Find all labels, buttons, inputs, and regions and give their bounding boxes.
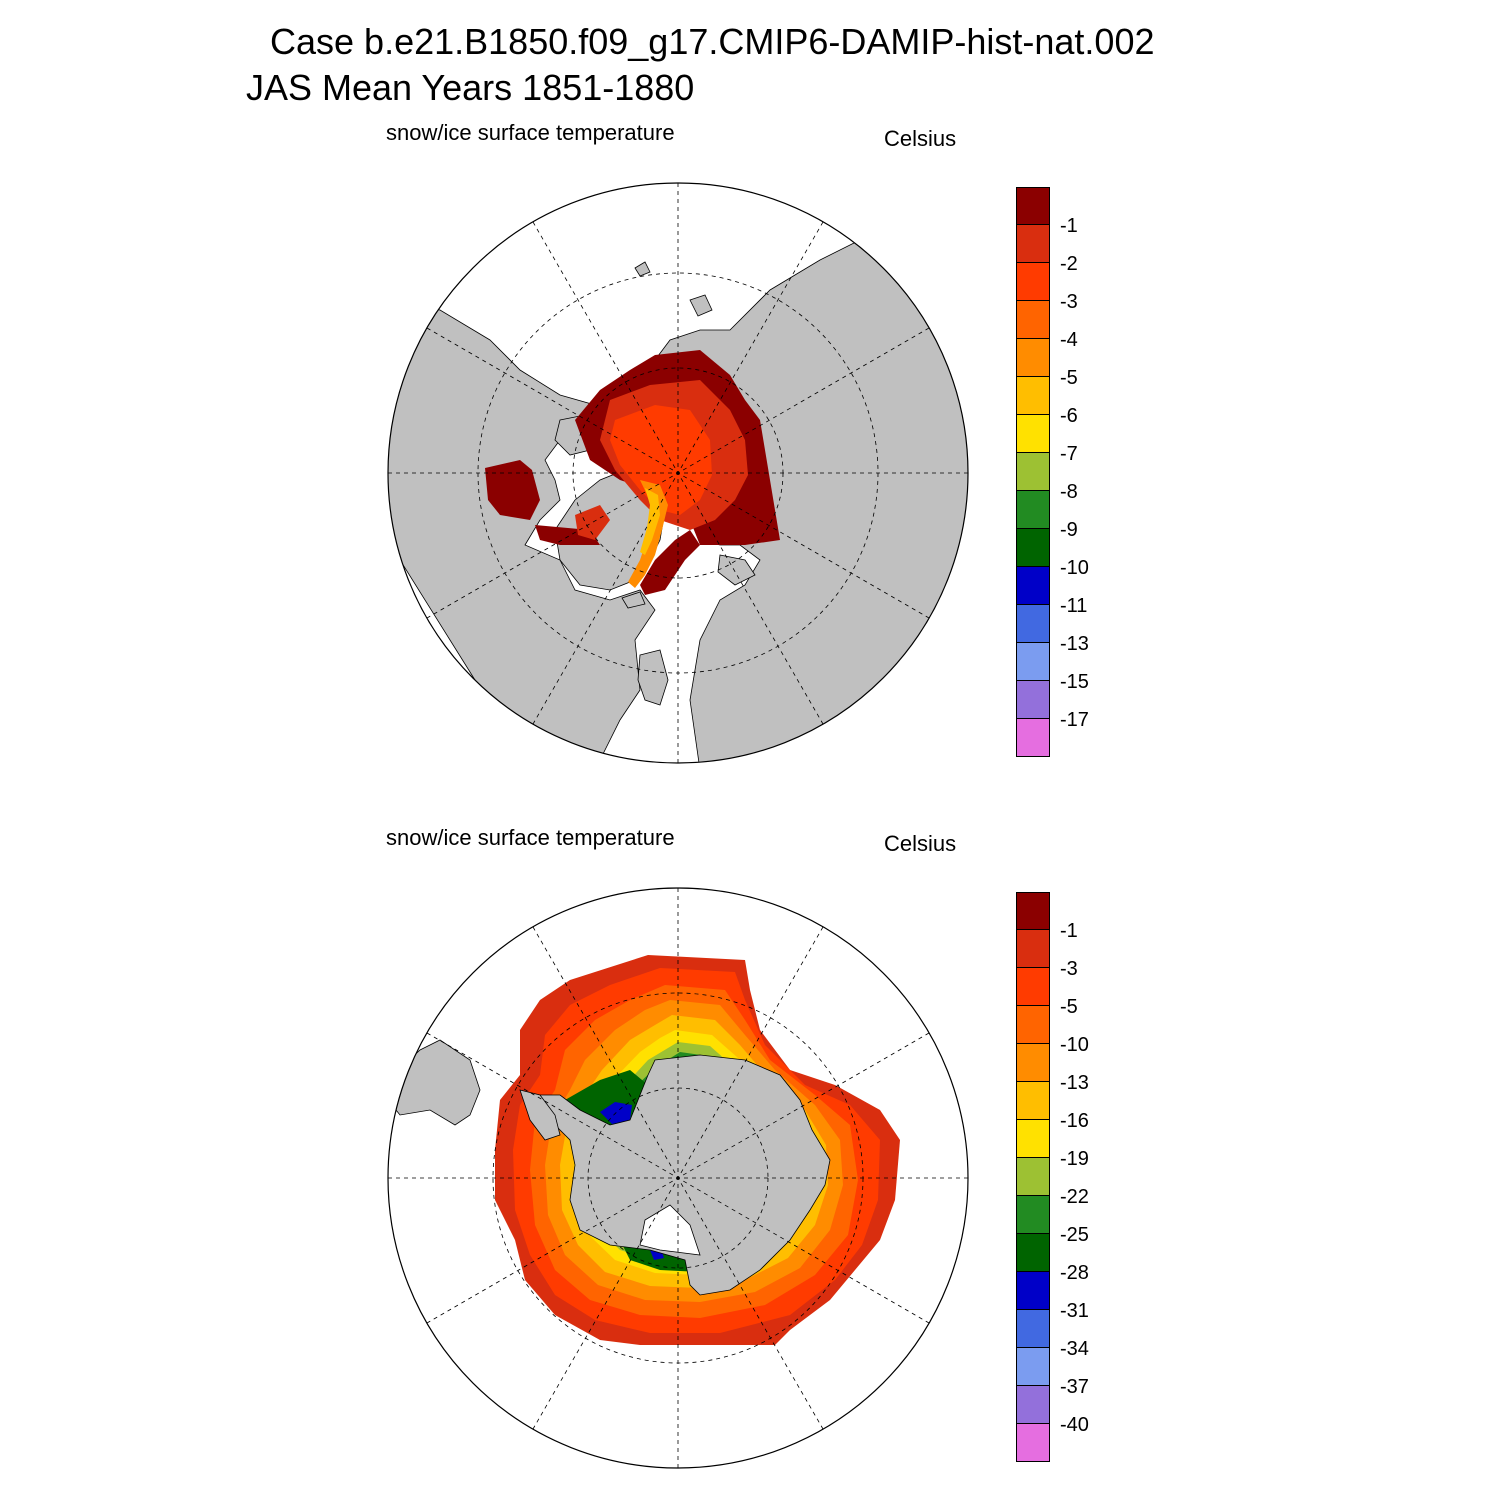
colorbar-swatch: [1016, 491, 1050, 529]
colorbar-swatch: [1016, 1272, 1050, 1310]
colorbar-swatch: [1016, 1234, 1050, 1272]
colorbar-tick-label: -5: [1060, 996, 1078, 1018]
colorbar-tick-label: -8: [1060, 481, 1078, 503]
colorbar-tick-label: -9: [1060, 519, 1078, 541]
colorbar-tick-label: -25: [1060, 1224, 1089, 1246]
north-panel-units-label: Celsius: [884, 126, 957, 151]
antarctica-land: [534, 1054, 831, 1296]
arctic-graticule: [388, 183, 968, 763]
colorbar-tick-label: -1: [1060, 920, 1078, 942]
colorbar-tick-label: -4: [1060, 329, 1078, 351]
baffin-ice-orange-red: [575, 505, 610, 540]
colorbar-swatch: [1016, 643, 1050, 681]
colorbar-swatch: [1016, 567, 1050, 605]
colorbar-swatch: [1016, 529, 1050, 567]
arctic-map-border: [387, 182, 969, 764]
colorbar-tick-label: -22: [1060, 1186, 1089, 1208]
south-panel-units-label: Celsius: [884, 831, 957, 856]
antarctic-map-border: [387, 887, 969, 1469]
antarctic-map: [387, 887, 969, 1469]
colorbar-tick-label: -2: [1060, 253, 1078, 275]
colorbar-swatch: [1016, 415, 1050, 453]
svalbard-land: [717, 554, 756, 586]
colorbar-tick-label: -31: [1060, 1300, 1089, 1322]
arctic-map: [387, 182, 969, 764]
figure-title-case: Case b.e21.B1850.f09_g17.CMIP6-DAMIP-his…: [270, 21, 1155, 62]
colorbar-swatch: [1016, 339, 1050, 377]
colorbar-tick-label: -7: [1060, 443, 1078, 465]
colorbar-tick-label: -19: [1060, 1148, 1089, 1170]
colorbar-tick-label: -10: [1060, 557, 1089, 579]
colorbar-tick-label: -15: [1060, 671, 1089, 693]
colorbar-tick-label: -11: [1060, 595, 1088, 617]
north-colorbar: -1 -2 -3 -4 -5 -6 -7 -8 -9 -10 -11 -13 -15 -17: [1016, 187, 1089, 757]
colorbar-tick-label: -40: [1060, 1414, 1089, 1436]
north-panel-variable-label: snow/ice surface temperature: [386, 120, 675, 145]
colorbar-swatch: [1016, 968, 1050, 1006]
colorbar-swatch: [1016, 225, 1050, 263]
colorbar-swatch: [1016, 1006, 1050, 1044]
colorbar-tick-label: -17: [1060, 709, 1089, 731]
colorbar-tick-label: -34: [1060, 1338, 1089, 1360]
colorbar-swatch: [1016, 1424, 1050, 1462]
colorbar-swatch: [1016, 187, 1050, 225]
colorbar-swatch: [1016, 1310, 1050, 1348]
colorbar-tick-label: -16: [1060, 1110, 1089, 1132]
colorbar-tick-label: -3: [1060, 291, 1078, 313]
colorbar-swatch: [1016, 1120, 1050, 1158]
britain-land: [637, 649, 669, 706]
colorbar-tick-label: -37: [1060, 1376, 1089, 1398]
colorbar-swatch: [1016, 1158, 1050, 1196]
colorbar-swatch: [1016, 301, 1050, 339]
south-colorbar: -1 -3 -5 -10 -13 -16 -19 -22 -25 -28 -31 -34 -37 -40: [1016, 892, 1089, 1462]
colorbar-tick-label: -13: [1060, 1072, 1089, 1094]
hudson-bay-ice-dark-red: [485, 460, 540, 520]
colorbar-swatch: [1016, 681, 1050, 719]
colorbar-swatch: [1016, 1348, 1050, 1386]
colorbar-swatch: [1016, 1082, 1050, 1120]
colorbar-tick-label: -6: [1060, 405, 1078, 427]
iceland-land: [621, 591, 646, 609]
colorbar-tick-label: -13: [1060, 633, 1089, 655]
colorbar-swatch: [1016, 719, 1050, 757]
colorbar-tick-label: -1: [1060, 215, 1078, 237]
colorbar-tick-label: -10: [1060, 1034, 1089, 1056]
colorbar-swatch: [1016, 263, 1050, 301]
colorbar-swatch: [1016, 453, 1050, 491]
ross-ice-shelf: [639, 1204, 701, 1256]
colorbar-tick-label: -3: [1060, 958, 1078, 980]
colorbar-swatch: [1016, 1196, 1050, 1234]
colorbar-swatch: [1016, 1386, 1050, 1424]
colorbar-swatch: [1016, 892, 1050, 930]
figure-title-period: JAS Mean Years 1851-1880: [246, 67, 695, 108]
colorbar-swatch: [1016, 377, 1050, 415]
south-panel-variable-label: snow/ice surface temperature: [386, 825, 675, 850]
ne-greenland-ice-dark-red: [640, 530, 700, 595]
antarctic-graticule: [388, 888, 968, 1468]
colorbar-swatch: [1016, 605, 1050, 643]
colorbar-tick-label: -5: [1060, 367, 1078, 389]
colorbar-swatch: [1016, 1044, 1050, 1082]
colorbar-swatch: [1016, 930, 1050, 968]
colorbar-tick-label: -28: [1060, 1262, 1089, 1284]
antarctic-peninsula-land: [519, 1089, 561, 1141]
